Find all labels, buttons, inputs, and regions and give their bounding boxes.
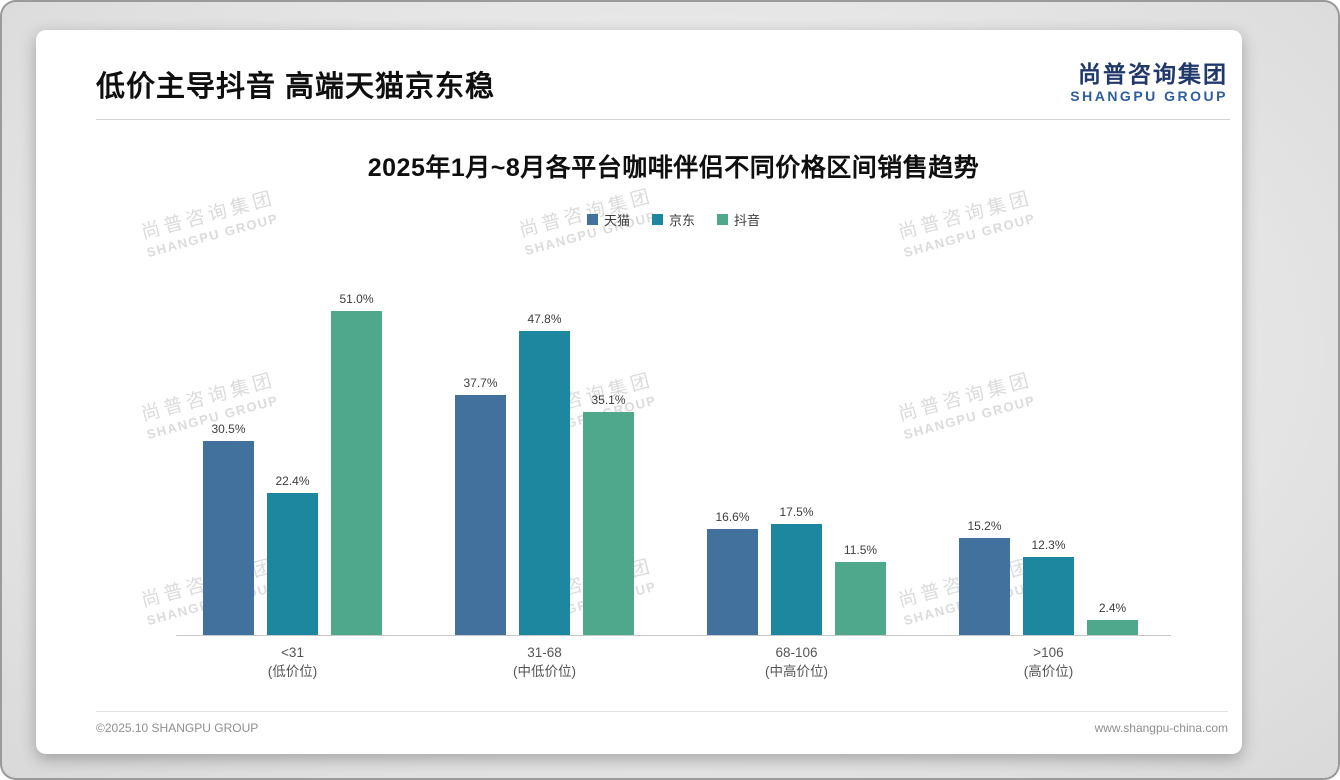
bar-value-label: 35.1%	[591, 392, 626, 407]
bar-天猫-31-68: 37.7%	[455, 376, 506, 635]
chart-legend: 天猫 京东 抖音	[176, 212, 1171, 228]
plot-area: 30.5% 22.4% 51.0% 37.7% 47.8% 35.1% 16.6% 17.5%…	[176, 292, 1171, 636]
bar	[771, 523, 822, 635]
bar-value-label: 2.4%	[1098, 600, 1127, 615]
bar	[267, 492, 318, 635]
x-axis-labels: <31 (低价位) 31-68 (中低价位) 68-106 (中高价位) >106 (高价位)	[176, 636, 1171, 682]
legend-label: 京东	[668, 213, 695, 229]
bar-value-label: 15.2%	[967, 519, 1002, 534]
bar-抖音-68-106: 11.5%	[835, 543, 886, 635]
bar-抖音-<31: 51.0%	[331, 292, 382, 635]
bar-京东-<31: 22.4%	[267, 474, 318, 635]
legend-item-抖音: 抖音	[717, 210, 760, 229]
legend-item-天猫: 天猫	[586, 210, 630, 229]
footer-copyright: ©2025.10 SHANGPU GROUP	[96, 721, 259, 735]
chart-inner: 2025年1月~8月各平台咖啡伴侣不同价格区间销售趋势 天猫 京东 抖音 30.5%…	[176, 148, 1171, 682]
bar-value-label: 12.3%	[1031, 537, 1066, 552]
bar-value-label: 11.5%	[843, 542, 878, 557]
bar	[1023, 556, 1074, 635]
legend-label: 天猫	[603, 213, 630, 229]
bar	[959, 538, 1010, 635]
slide-header: 低价主导抖音 高端天猫京东稳 尚普咨询集团 SHANGPU GROUP	[36, 30, 1242, 119]
x-axis-label-<31: <31 (低价位)	[267, 644, 318, 679]
bar-value-label: 47.8%	[527, 312, 562, 327]
bar	[707, 529, 758, 635]
bar-抖音->106: 2.4%	[1087, 601, 1138, 635]
bar	[583, 411, 634, 635]
logo-chinese-text: 尚普咨询集团	[1078, 61, 1228, 87]
bar	[203, 441, 254, 635]
x-axis-label-31-68: 31-68 (中低价位)	[513, 644, 576, 679]
legend-swatch	[586, 214, 598, 226]
bar-天猫-<31: 30.5%	[203, 422, 254, 635]
legend-swatch	[717, 214, 728, 226]
legend-item-京东: 京东	[651, 210, 695, 229]
bar	[331, 311, 382, 635]
bar-京东-68-106: 17.5%	[771, 505, 822, 635]
bar-group-<31: 30.5% 22.4% 51.0%	[203, 292, 382, 635]
company-logo: 尚普咨询集团 SHANGPU GROUP	[1070, 61, 1230, 105]
bar-value-label: 16.6%	[715, 510, 750, 525]
bar-京东->106: 12.3%	[1023, 538, 1074, 635]
chart-title: 2025年1月~8月各平台咖啡伴侣不同价格区间销售趋势	[367, 153, 980, 182]
bar-value-label: 51.0%	[339, 292, 374, 306]
logo-english-text: SHANGPU GROUP	[1070, 88, 1228, 105]
header-divider	[96, 118, 1230, 120]
bar-group-31-68: 37.7% 47.8% 35.1%	[455, 312, 634, 635]
bar	[455, 395, 506, 635]
slide-footer: ©2025.10 SHANGPU GROUP www.shangpu-china…	[96, 711, 1228, 754]
bar-value-label: 22.4%	[275, 473, 310, 488]
bar-value-label: 30.5%	[211, 422, 246, 437]
legend-swatch	[651, 214, 663, 226]
x-axis-label-68-106: 68-106 (中高价位)	[765, 644, 828, 679]
chart-region: 2025年1月~8月各平台咖啡伴侣不同价格区间销售趋势 天猫 京东 抖音 30.5%…	[36, 148, 1242, 682]
footer-website: www.shangpu-china.com	[1094, 721, 1228, 735]
legend-label: 抖音	[734, 213, 761, 229]
bar-抖音-31-68: 35.1%	[583, 393, 634, 635]
x-axis-label->106: >106 (高价位)	[1023, 644, 1074, 679]
bar	[835, 561, 886, 635]
bar-天猫->106: 15.2%	[959, 519, 1010, 635]
bar-group->106: 15.2% 12.3% 2.4%	[959, 519, 1138, 635]
bar-天猫-68-106: 16.6%	[707, 510, 758, 635]
bar-京东-31-68: 47.8%	[519, 312, 570, 635]
bar-value-label: 17.5%	[779, 504, 814, 519]
bar	[1087, 619, 1138, 635]
page-title: 低价主导抖音 高端天猫京东稳	[96, 70, 496, 103]
bar-group-68-106: 16.6% 17.5% 11.5%	[707, 505, 886, 635]
bar	[519, 331, 570, 635]
bar-value-label: 37.7%	[463, 376, 498, 391]
